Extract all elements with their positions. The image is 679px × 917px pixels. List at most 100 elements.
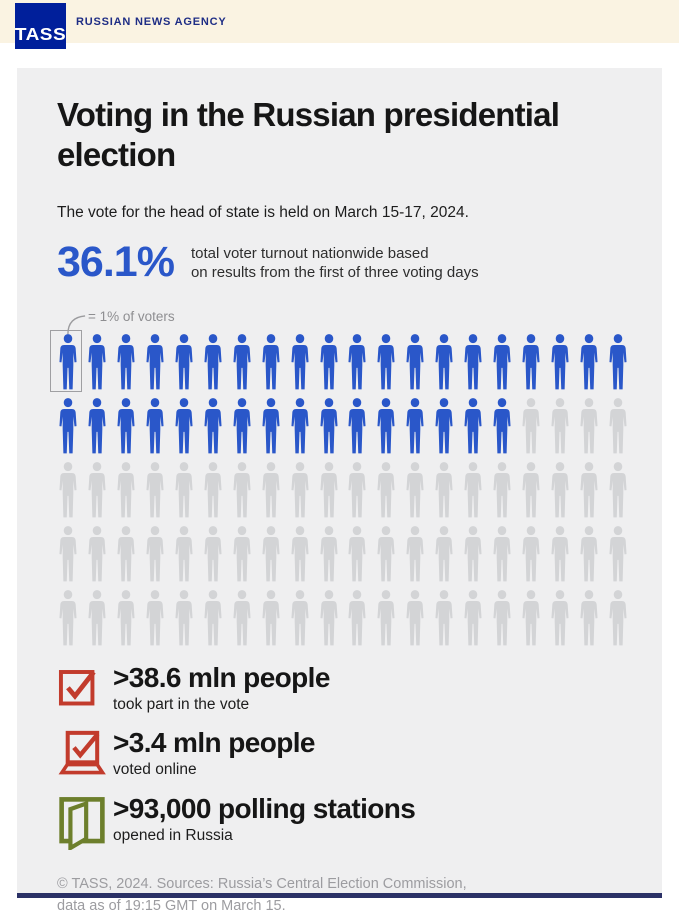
person-icon <box>227 525 256 585</box>
person-icon <box>459 589 488 649</box>
person-icon <box>83 333 112 393</box>
person-icon <box>516 397 545 457</box>
person-icon <box>430 589 459 649</box>
person-icon <box>170 525 199 585</box>
person-icon <box>430 333 459 393</box>
person-icon <box>401 525 430 585</box>
person-icon <box>487 397 516 457</box>
person-icon <box>256 397 285 457</box>
person-icon <box>54 397 83 457</box>
online-voting-laptop-icon <box>57 728 113 780</box>
turnout-description-line1: total voter turnout nationwide based <box>190 245 429 262</box>
person-icon <box>343 461 372 521</box>
turnout-description: total voter turnout nationwide based on … <box>191 244 479 282</box>
person-icon <box>516 461 545 521</box>
person-icon <box>227 397 256 457</box>
fact-polling-stations: >93,000 polling stations opened in Russi… <box>57 794 622 855</box>
person-icon <box>401 461 430 521</box>
person-icon <box>603 461 632 521</box>
person-icon <box>256 461 285 521</box>
source-credit-line2: data as of 19:15 GMT on March 15. <box>57 898 286 914</box>
person-icon <box>112 525 141 585</box>
person-icon <box>401 589 430 649</box>
header-bar <box>0 0 679 43</box>
person-icon <box>314 461 343 521</box>
person-icon <box>603 397 632 457</box>
person-icon <box>343 525 372 585</box>
person-icon <box>459 333 488 393</box>
person-icon <box>83 525 112 585</box>
person-icon <box>343 397 372 457</box>
person-icon <box>545 589 574 649</box>
fact-took-part: >38.6 mln people took part in the vote <box>57 663 622 714</box>
person-icon <box>314 525 343 585</box>
person-icon <box>285 397 314 457</box>
person-icon <box>227 461 256 521</box>
person-icon <box>141 589 170 649</box>
person-icon <box>314 589 343 649</box>
person-icon <box>198 333 227 393</box>
pictogram-legend-label: = 1% of voters <box>88 309 175 324</box>
person-icon <box>545 333 574 393</box>
person-icon <box>198 589 227 649</box>
person-icon <box>545 397 574 457</box>
person-icon <box>141 397 170 457</box>
turnout-stat: 36.1% total voter turnout nationwide bas… <box>57 241 622 284</box>
person-icon <box>372 589 401 649</box>
person-icon <box>170 333 199 393</box>
person-icon <box>459 397 488 457</box>
fact-subtext: opened in Russia <box>113 827 233 844</box>
legend-unit-box <box>50 330 82 392</box>
person-icon <box>83 589 112 649</box>
person-icon <box>574 461 603 521</box>
pictogram-chart: = 1% of voters <box>50 309 622 649</box>
person-icon <box>574 589 603 649</box>
person-icon <box>256 525 285 585</box>
fact-headline: >93,000 polling stations <box>113 793 416 824</box>
person-icon <box>603 589 632 649</box>
infographic-card: Voting in the Russian presidential elect… <box>17 68 662 914</box>
pictogram-grid <box>54 333 632 649</box>
person-icon <box>54 525 83 585</box>
fact-subtext: voted online <box>113 761 197 778</box>
tass-logo[interactable]: TASS <box>15 3 66 49</box>
person-icon <box>401 333 430 393</box>
ballot-checkbox-icon <box>57 663 113 712</box>
person-icon <box>198 461 227 521</box>
person-icon <box>372 461 401 521</box>
person-icon <box>54 461 83 521</box>
person-icon <box>516 525 545 585</box>
source-credit-line1: © TASS, 2024. Sources: Russia’s Central … <box>57 876 467 892</box>
person-icon <box>487 589 516 649</box>
person-icon <box>372 397 401 457</box>
person-icon <box>141 461 170 521</box>
person-icon <box>141 525 170 585</box>
turnout-value: 36.1% <box>57 238 175 286</box>
person-icon <box>112 589 141 649</box>
person-icon <box>227 333 256 393</box>
person-icon <box>170 461 199 521</box>
person-icon <box>343 333 372 393</box>
person-icon <box>285 589 314 649</box>
person-icon <box>112 461 141 521</box>
fact-headline: >3.4 mln people <box>113 727 315 758</box>
fact-text: >3.4 mln people voted online <box>113 728 315 779</box>
person-icon <box>198 397 227 457</box>
person-icon <box>545 461 574 521</box>
person-icon <box>54 589 83 649</box>
person-icon <box>198 525 227 585</box>
person-icon <box>285 333 314 393</box>
person-icon <box>285 525 314 585</box>
person-icon <box>603 333 632 393</box>
person-icon <box>112 333 141 393</box>
fact-text: >38.6 mln people took part in the vote <box>113 663 330 714</box>
fact-subtext: took part in the vote <box>113 696 250 713</box>
person-icon <box>487 461 516 521</box>
person-icon <box>430 461 459 521</box>
person-icon <box>314 333 343 393</box>
open-door-icon <box>57 794 113 855</box>
person-icon <box>401 397 430 457</box>
person-icon <box>574 525 603 585</box>
person-icon <box>545 525 574 585</box>
person-icon <box>83 397 112 457</box>
